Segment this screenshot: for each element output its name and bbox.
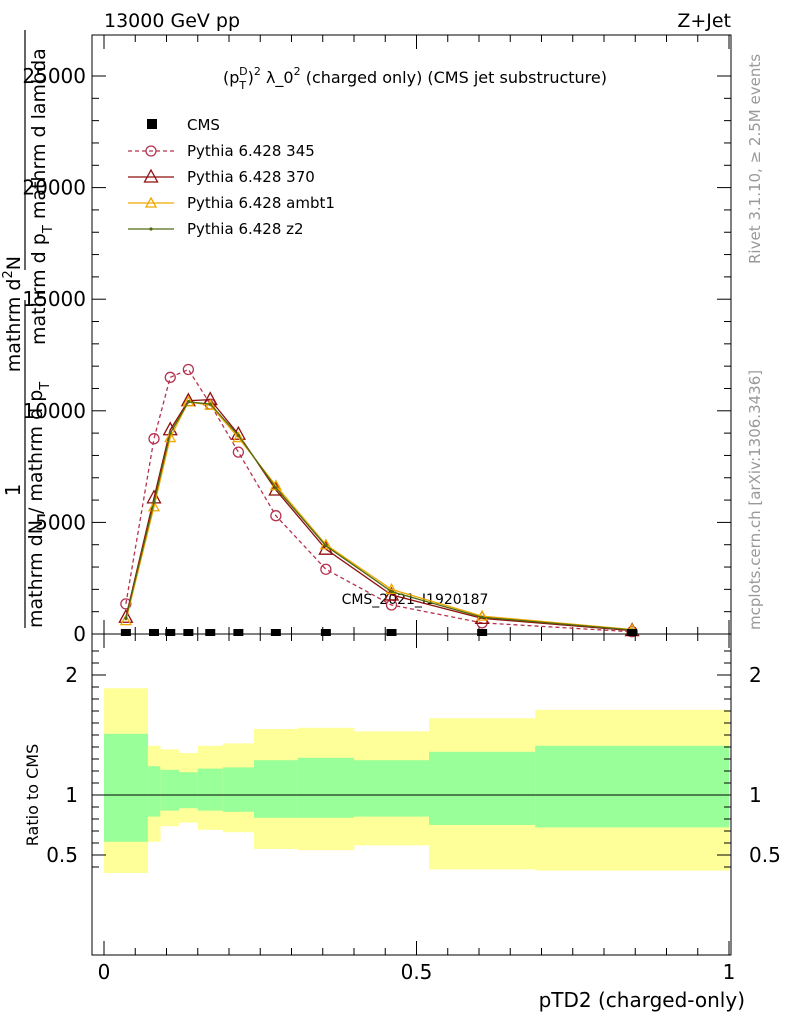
legend-ambt1: Pythia 6.428 ambt1 bbox=[187, 194, 335, 212]
series-layer bbox=[118, 363, 640, 638]
point-z2 bbox=[236, 433, 240, 437]
cms-point bbox=[627, 629, 638, 636]
point-p345 bbox=[148, 433, 160, 445]
point-z2 bbox=[324, 544, 328, 548]
ratio-y-tick-label-right: 2 bbox=[749, 663, 762, 687]
legend-marker-z2 bbox=[149, 227, 153, 231]
point-ambt1 bbox=[119, 614, 132, 626]
inner-band bbox=[104, 733, 149, 842]
legend-370: Pythia 6.428 370 bbox=[187, 168, 315, 186]
ratio-y-tick-label-left: 2 bbox=[65, 663, 78, 687]
cms-point bbox=[320, 629, 331, 636]
point-z2 bbox=[152, 500, 156, 504]
svg-text:mathrm d2N: mathrm d2N bbox=[1, 256, 25, 372]
svg-text:mathrm d pT mathrm d lambda: mathrm d pT mathrm d lambda bbox=[28, 48, 56, 345]
x-tick-label: 1 bbox=[723, 960, 736, 984]
point-p370 bbox=[118, 608, 134, 623]
point-ambt1 bbox=[182, 395, 195, 407]
point-z2 bbox=[208, 402, 212, 406]
main-y-tick-label: 0 bbox=[73, 622, 86, 646]
point-ambt1 bbox=[319, 538, 332, 550]
inner-band bbox=[297, 757, 355, 818]
ratio-y-tick-label-left: 0.5 bbox=[46, 843, 78, 867]
inner-band bbox=[222, 767, 255, 812]
legend: CMS Pythia 6.428 345 Pythia 6.428 370 Py… bbox=[128, 116, 335, 238]
point-z2 bbox=[480, 615, 484, 619]
main-y-tick-label: 10000 bbox=[22, 399, 86, 423]
chart-title: (pTD)2 λ_02 (charged only) (CMS jet subs… bbox=[223, 65, 607, 92]
main-y-tick-label: 15000 bbox=[22, 287, 86, 311]
point-p345 bbox=[120, 598, 132, 610]
main-panel: 0 5000 10000 15000 20000 25000 CMS_2021_I1920… bbox=[1, 30, 732, 646]
cms-point bbox=[233, 629, 244, 636]
point-z2 bbox=[274, 486, 278, 490]
ratio-y-tick-label-right: 0.5 bbox=[749, 843, 781, 867]
ratio-y-tick-label-left: 1 bbox=[65, 783, 78, 807]
legend-marker-cms bbox=[147, 119, 157, 129]
main-y-tick-label: 5000 bbox=[35, 510, 86, 534]
ratio-panel: 0.5 0.5 1 1 2 2 0 0.5 1 Ratio to CMS pTD2 (charg… bbox=[23, 633, 781, 1012]
series-z2 bbox=[124, 400, 634, 632]
mcplots-label: mcplots.cern.ch [arXiv:1306.3436] bbox=[746, 370, 764, 630]
point-p345 bbox=[270, 510, 282, 522]
legend-z2: Pythia 6.428 z2 bbox=[187, 220, 304, 238]
main-y-tick-label: 25000 bbox=[22, 64, 86, 88]
inner-band bbox=[429, 751, 536, 825]
svg-text:1: 1 bbox=[1, 484, 25, 497]
point-ambt1 bbox=[204, 398, 217, 410]
legend-marker-345 bbox=[145, 145, 157, 157]
ratio-y-tick-label-right: 1 bbox=[749, 783, 762, 807]
legend-345: Pythia 6.428 345 bbox=[187, 142, 315, 160]
cms-point bbox=[149, 629, 159, 636]
cms-point bbox=[120, 629, 131, 636]
point-ambt1 bbox=[476, 609, 489, 621]
inner-band bbox=[147, 766, 161, 817]
point-p345 bbox=[320, 563, 332, 575]
rivet-label: Rivet 3.1.10, ≥ 2.5M events bbox=[746, 54, 764, 264]
inner-band bbox=[160, 769, 180, 811]
main-y-label: 1 mathrm dN / mathrm d pT mathrm d2N mat… bbox=[1, 30, 56, 628]
x-tick-label: 0 bbox=[98, 960, 111, 984]
point-p345 bbox=[182, 363, 195, 376]
point-ambt1 bbox=[164, 431, 177, 443]
energy-label: 13000 GeV pp bbox=[104, 10, 240, 32]
point-p345 bbox=[232, 446, 245, 458]
main-y-tick-label: 20000 bbox=[22, 176, 86, 200]
uncertainty-bands bbox=[104, 688, 730, 873]
point-ambt1 bbox=[147, 500, 161, 512]
cms-point bbox=[183, 629, 194, 636]
inner-band bbox=[197, 768, 224, 811]
point-z2 bbox=[168, 431, 172, 435]
ratio-ticks: 0.5 0.5 1 1 2 2 0 0.5 1 bbox=[46, 634, 781, 984]
legend-marker-370 bbox=[143, 168, 159, 183]
cms-points bbox=[120, 629, 638, 636]
x-tick-label: 0.5 bbox=[401, 960, 433, 984]
cms-point bbox=[477, 629, 488, 636]
svg-text:mathrm dN / mathrm d pT: mathrm dN / mathrm d pT bbox=[25, 382, 53, 628]
point-p345 bbox=[164, 371, 176, 383]
ratio-frame bbox=[91, 633, 732, 956]
inner-band bbox=[179, 772, 199, 809]
point-z2 bbox=[124, 616, 128, 620]
point-ambt1 bbox=[385, 583, 398, 595]
cms-point bbox=[386, 629, 397, 636]
ratio-y-label: Ratio to CMS bbox=[23, 744, 42, 846]
point-z2 bbox=[389, 589, 394, 594]
cms-point bbox=[205, 629, 216, 636]
analysis-watermark: CMS_2021_I1920187 bbox=[342, 592, 489, 608]
cms-point bbox=[165, 629, 176, 636]
process-label: Z+Jet bbox=[677, 10, 731, 32]
series-line-ambt1 bbox=[125, 401, 633, 631]
cms-point bbox=[270, 629, 281, 636]
x-axis-label: pTD2 (charged-only) bbox=[539, 988, 745, 1012]
main-y-ticks: 0 5000 10000 15000 20000 25000 bbox=[22, 35, 731, 646]
point-z2 bbox=[186, 400, 190, 404]
inner-band bbox=[535, 745, 730, 828]
legend-marker-ambt1 bbox=[144, 196, 158, 208]
point-ambt1 bbox=[232, 431, 245, 443]
inner-band bbox=[254, 760, 299, 818]
inner-band bbox=[354, 760, 430, 817]
legend-cms: CMS bbox=[187, 116, 220, 134]
